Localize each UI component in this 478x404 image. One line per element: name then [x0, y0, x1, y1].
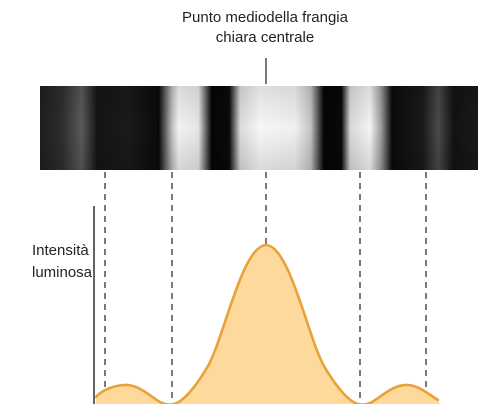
axis-label-line-1: Intensità: [32, 242, 89, 259]
fringe-pattern-shading: [40, 86, 478, 170]
intensity-curve-line: [94, 243, 440, 404]
axis-label-line-2: luminosa: [32, 264, 93, 281]
intensity-curve-fill: [96, 245, 440, 404]
central-fringe-annotation: Punto mediodella frangia chiara centrale: [150, 8, 380, 48]
intensity-axis-label: Intensità luminosa: [32, 240, 102, 284]
annotation-line-2: chiara centrale: [215, 29, 315, 46]
annotation-line-1: Punto mediodella frangia: [182, 9, 348, 26]
